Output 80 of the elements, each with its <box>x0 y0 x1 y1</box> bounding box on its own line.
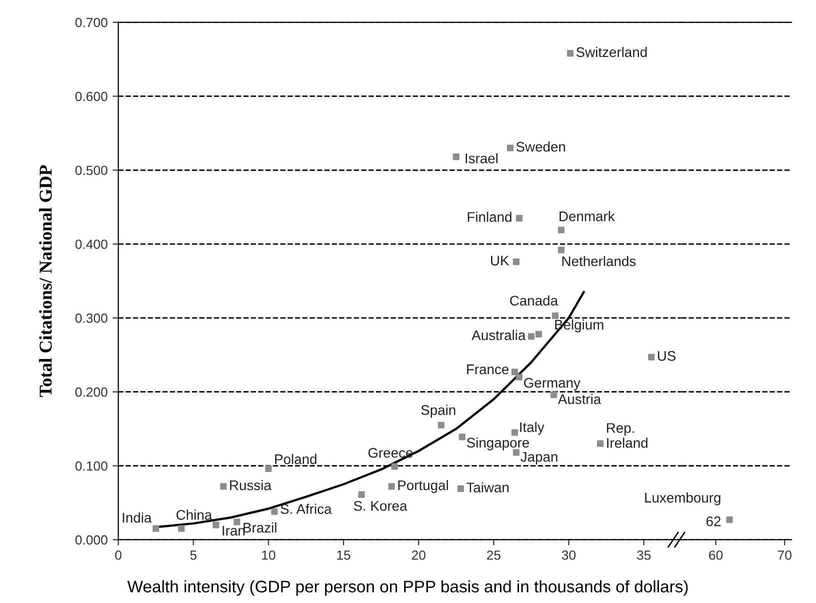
point <box>596 440 604 447</box>
point <box>178 525 185 532</box>
y-tick-label: 0.100 <box>75 461 108 471</box>
annotation: Spain <box>421 404 456 418</box>
annotation: Austria <box>558 394 602 404</box>
annotation: Taiwan <box>466 482 509 492</box>
point <box>271 508 278 515</box>
annotation: S. Korea <box>354 500 408 511</box>
annotation: US <box>658 351 676 361</box>
y-tick-label: 0.600 <box>75 92 108 102</box>
y-tick-label: 0.400 <box>75 240 108 249</box>
annotation: S. Africa <box>280 504 332 514</box>
annotation: Portugal <box>398 480 448 493</box>
point <box>516 374 522 380</box>
annotation: Netherlands <box>562 256 636 266</box>
point <box>391 463 398 470</box>
point <box>511 368 518 376</box>
x-tick-label: 0 <box>115 550 122 560</box>
point <box>550 392 558 398</box>
annotation: Rep. Ireland <box>606 423 648 448</box>
point <box>648 354 655 360</box>
annotation: Finland <box>468 212 512 222</box>
annotation: Switzerland <box>576 46 647 58</box>
point <box>516 214 522 222</box>
point <box>358 491 365 498</box>
y-tick-label: 0.200 <box>75 387 108 397</box>
point <box>512 258 520 266</box>
x-tick-label: 70 <box>778 550 792 560</box>
point <box>234 518 240 526</box>
point <box>558 246 565 254</box>
point <box>528 333 535 340</box>
annotation: Singapore <box>466 437 530 450</box>
annotation: Australia <box>472 330 526 340</box>
point <box>535 330 542 338</box>
x-tick-label: 10 <box>262 550 276 560</box>
x-axis-title: Wealth intensity (GDP per person on PPP basis and in thousands of dollars) <box>127 580 688 596</box>
y-tick-label: 0.000 <box>75 535 108 545</box>
x-tick-label: 60 <box>709 550 723 560</box>
annotation: 62 <box>706 516 721 526</box>
annotation: Russia <box>230 480 272 490</box>
annotation: India <box>122 512 152 523</box>
annotation: Iran <box>222 526 244 536</box>
annotation: Israel <box>466 153 498 164</box>
annotation: France <box>467 364 509 374</box>
point <box>566 50 574 57</box>
point <box>438 422 444 428</box>
point <box>265 465 272 472</box>
y-axis-title: Total Citations/ National GDP <box>39 165 52 398</box>
annotation: Canada <box>510 295 558 306</box>
annotation: Brazil <box>244 522 276 533</box>
point <box>511 429 518 436</box>
annotation: Denmark <box>560 211 615 222</box>
point <box>552 312 559 320</box>
annotation: Japan <box>520 452 558 464</box>
y-tick-label: 0.700 <box>75 18 108 28</box>
y-tick-label: 0.500 <box>75 166 108 176</box>
annotation: UK <box>491 256 510 266</box>
annotation: Italy <box>520 422 544 435</box>
annotation: Luxembourg <box>645 492 720 506</box>
annotation: China <box>176 510 212 520</box>
point <box>388 483 395 490</box>
x-tick-label: 35 <box>636 550 651 560</box>
annotation: Greece <box>368 448 413 458</box>
x-tick-label: 20 <box>412 550 426 560</box>
point <box>452 154 460 160</box>
point <box>457 485 464 492</box>
x-tick-label: 5 <box>190 550 197 560</box>
point <box>558 226 565 234</box>
x-tick-label: 15 <box>337 550 350 560</box>
annotation: Sweden <box>516 141 566 152</box>
point <box>152 525 160 532</box>
point <box>220 483 227 490</box>
annotation: Poland <box>275 454 316 464</box>
point <box>458 434 466 440</box>
point <box>212 522 220 528</box>
y-tick-label: 0.300 <box>75 314 108 323</box>
x-tick-label: 25 <box>487 550 500 560</box>
x-tick-label: 30 <box>562 550 576 560</box>
annotation: Germany <box>524 378 580 390</box>
point <box>506 144 514 152</box>
